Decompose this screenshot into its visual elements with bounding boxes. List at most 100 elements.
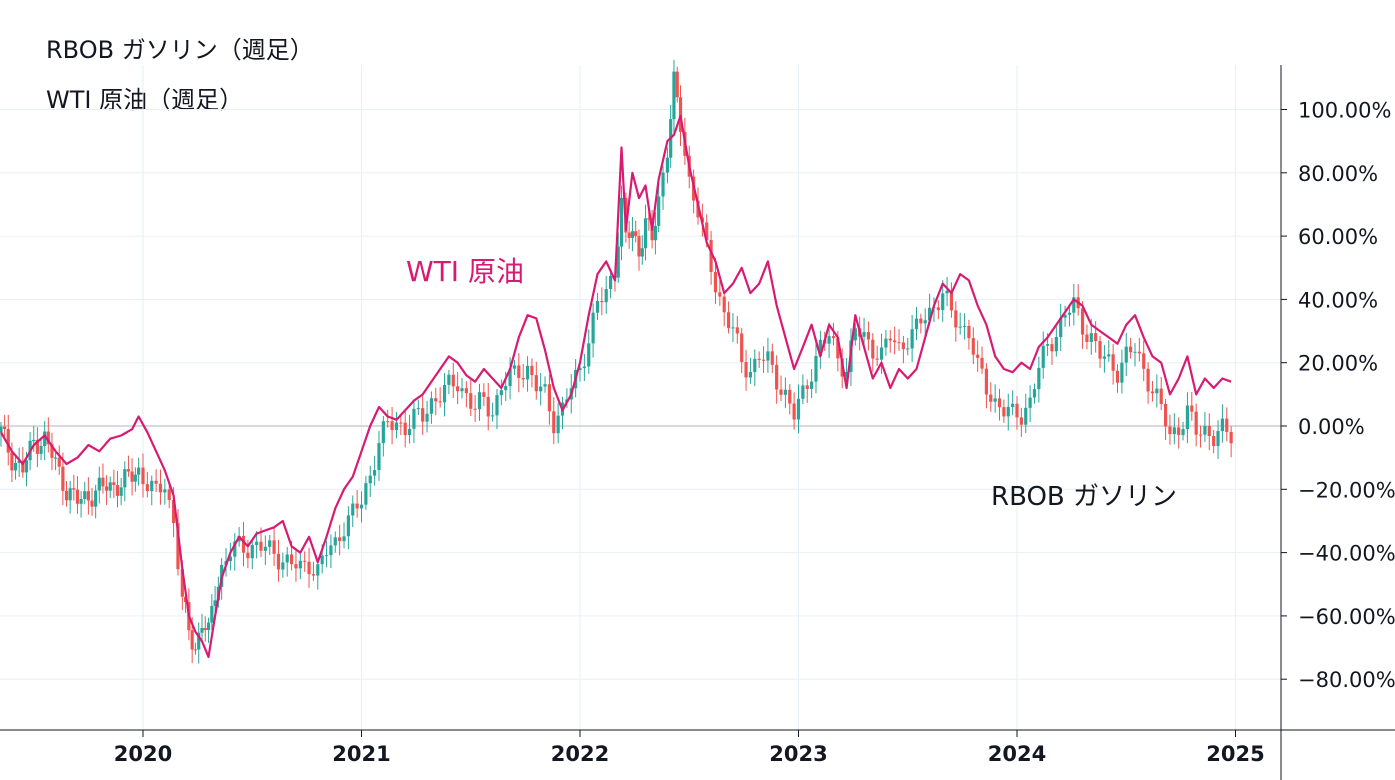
rbob-candle-body (1032, 389, 1037, 398)
rbob-candle-body (154, 480, 158, 484)
rbob-candle-body (657, 196, 661, 226)
rbob-candle-body (814, 356, 818, 382)
rbob-candle-body (119, 487, 123, 496)
rbob-candle-body (320, 555, 324, 565)
x-tick-label: 2024 (988, 742, 1046, 766)
rbob-candle-body (32, 439, 36, 441)
rbob-candle-body (945, 290, 949, 294)
rbob-candle-body (647, 218, 651, 220)
rbob-candle-body (1037, 367, 1041, 390)
rbob-candle-body (338, 537, 342, 542)
rbob-candle-body (862, 332, 866, 337)
rbob-candle-body (1133, 351, 1137, 353)
rbob-candle-body (13, 462, 18, 471)
rbob-candle-body (517, 365, 521, 378)
rbob-candle-body (1028, 397, 1032, 408)
rbob-candle-body (176, 523, 180, 570)
rbob-candle-body (1085, 334, 1089, 342)
rbob-candle-body (1102, 356, 1106, 359)
rbob-candle-body (783, 389, 787, 395)
wti-series-label: WTI 原油 (406, 255, 524, 288)
rbob-candle-body (1002, 407, 1006, 417)
rbob-candle-body (1220, 418, 1224, 432)
rbob-candle-body (233, 541, 237, 557)
rbob-candle-body (928, 307, 932, 321)
rbob-candle-body (259, 541, 263, 551)
rbob-candle-body (1129, 346, 1133, 353)
rbob-candle-body (949, 290, 954, 311)
rbob-candle-body (316, 564, 320, 576)
rbob-candle-body (167, 489, 171, 500)
y-tick-label: 40.00% (1298, 288, 1378, 312)
rbob-candle-body (796, 398, 801, 420)
rbob-candle-body (844, 372, 849, 377)
rbob-candle-body (64, 490, 69, 501)
rbob-candle-body (108, 482, 112, 491)
rbob-candle-body (255, 541, 259, 546)
rbob-candle-body (936, 307, 940, 311)
rbob-candle-body (311, 574, 316, 576)
rbob-candle-body (101, 477, 105, 487)
rbob-candle-body (75, 489, 80, 504)
rbob-candle-body (1181, 429, 1185, 436)
rbob-candle-body (761, 359, 766, 361)
rbob-candle-body (1172, 427, 1176, 435)
rbob-candle-body (634, 231, 638, 237)
rbob-candle-body (206, 622, 211, 631)
legend-rbob: RBOB ガソリン（週足） (46, 36, 314, 64)
rbob-candle-body (329, 545, 333, 556)
rbob-candle-body (250, 545, 254, 559)
rbob-candle-body (145, 484, 149, 492)
rbob-candle-body (228, 556, 232, 562)
rbob-candle-body (962, 325, 967, 327)
rbob-candle-body (86, 491, 90, 501)
rbob-candle-body (653, 225, 657, 241)
x-tick-label: 2023 (769, 742, 827, 766)
rbob-candle-body (50, 444, 54, 458)
rbob-candle-body (1015, 403, 1019, 418)
rbob-candle-body (967, 325, 971, 339)
rbob-candle-body (530, 365, 534, 376)
rbob-candle-body (469, 393, 473, 409)
rbob-candle-body (735, 327, 739, 334)
rbob-candle-body (482, 392, 486, 397)
rbob-candle-body (289, 554, 294, 565)
rbob-candle-body (779, 389, 783, 395)
rbob-candle-body (133, 474, 137, 482)
rbob-candle-body (1146, 368, 1150, 392)
rbob-candle-body (1059, 317, 1063, 337)
rbob-candle-body (438, 401, 442, 403)
rbob-candle-body (495, 395, 499, 416)
rbob-candle-body (460, 388, 464, 392)
rbob-candle-body (512, 365, 517, 369)
rbob-candle-body (731, 327, 735, 329)
rbob-candle-body (836, 338, 840, 359)
rbob-candle-body (193, 649, 198, 651)
rbob-candle-body (893, 340, 897, 343)
rbob-candle-body (901, 342, 905, 350)
y-tick-label: −20.00% (1298, 478, 1395, 502)
rbob-candle-body (126, 469, 131, 472)
rbob-candle-body (1107, 354, 1111, 357)
rbob-candle-body (552, 411, 556, 434)
rbob-candle-body (1155, 388, 1159, 394)
rbob-series-label: RBOB ガソリン (991, 482, 1177, 512)
rbob-candle-body (477, 392, 482, 410)
axes: 100.00% 80.00% 60.00% 40.00% 20.00% 0.00% −20.… (0, 65, 1395, 780)
rbob-candle-body (303, 560, 307, 562)
rbob-candle-body (210, 605, 214, 623)
rbob-candle-body (627, 232, 631, 238)
rbob-candle-body (643, 218, 648, 249)
rbob-candle-body (158, 483, 163, 493)
rbob-candle-body (0, 426, 3, 433)
rbob-candle-body (770, 351, 774, 365)
rbob-candle-body (1163, 403, 1168, 427)
y-tick-label: 20.00% (1298, 352, 1378, 376)
rbob-candle-body (137, 467, 141, 475)
rbob-candle-body (897, 342, 901, 344)
rbob-candle-body (976, 354, 980, 358)
rbob-candle-body (94, 490, 98, 507)
rbob-candle-body (1212, 435, 1216, 447)
wti-line (0, 114, 1232, 659)
